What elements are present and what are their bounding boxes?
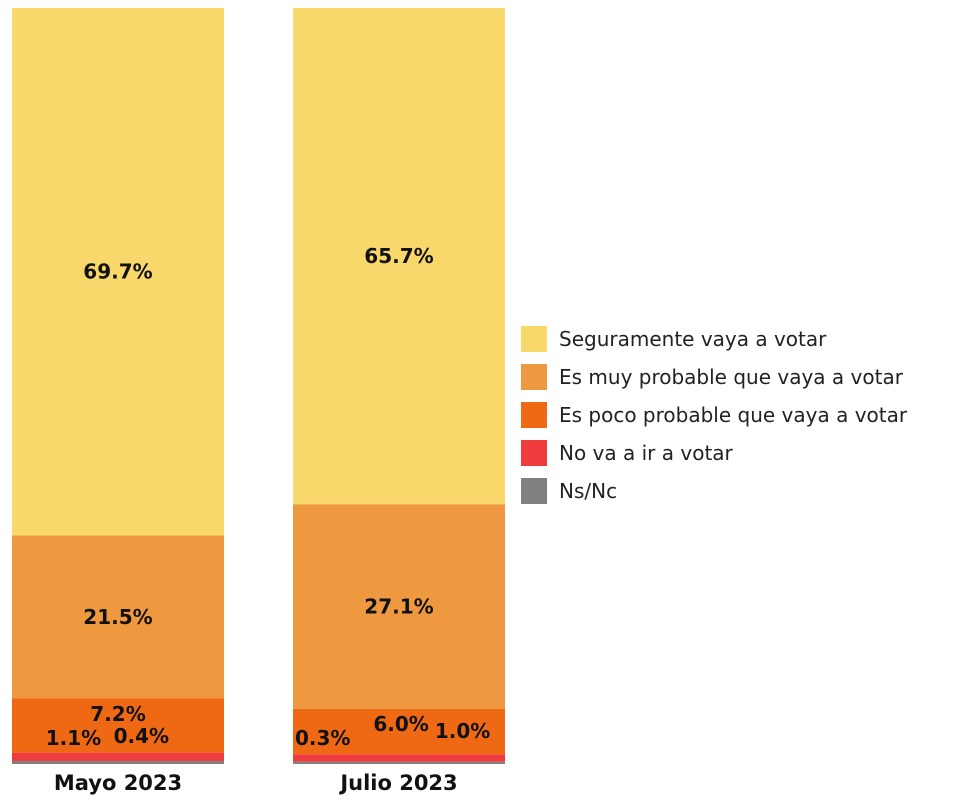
data-label: 1.0% [435, 719, 490, 743]
legend-label: No va a ir a votar [559, 441, 733, 465]
data-label: 69.7% [83, 260, 152, 284]
data-label: 6.0% [373, 712, 428, 736]
data-label: 0.3% [295, 726, 350, 750]
bar-segment [293, 708, 505, 755]
bar-segment [293, 761, 505, 764]
legend-item-seguramente: Seguramente vaya a votar [521, 320, 907, 358]
data-label: 1.1% [46, 726, 101, 750]
bar-stack-1 [293, 8, 505, 764]
data-label: 7.2% [90, 702, 145, 726]
bar-segment [293, 8, 505, 505]
category-label: Julio 2023 [338, 771, 457, 795]
legend-label: Es poco probable que vaya a votar [559, 403, 908, 427]
legend-swatch [521, 440, 547, 466]
legend: Seguramente vaya a votar Es muy probable… [521, 320, 907, 510]
legend-item-muy-probable: Es muy probable que vaya a votar [521, 358, 907, 396]
legend-label: Ns/Nc [559, 479, 618, 503]
bar-segment [12, 8, 224, 536]
bar-segment [293, 754, 505, 762]
legend-swatch [521, 364, 547, 390]
bar-segment [12, 698, 224, 753]
data-label: 27.1% [364, 595, 433, 619]
bar-stack-0 [12, 8, 224, 764]
category-label: Mayo 2023 [54, 771, 182, 795]
data-label: 21.5% [83, 605, 152, 629]
legend-item-ns-nc: Ns/Nc [521, 472, 907, 510]
bar-segment [12, 760, 224, 764]
legend-item-poco-probable: Es poco probable que vaya a votar [521, 396, 907, 434]
bar-segment [12, 752, 224, 761]
legend-label: Seguramente vaya a votar [559, 327, 827, 351]
data-label: 0.4% [114, 724, 169, 748]
legend-item-no-va: No va a ir a votar [521, 434, 907, 472]
data-label: 65.7% [364, 244, 433, 268]
bar-segment [293, 504, 505, 709]
legend-label: Es muy probable que vaya a votar [559, 365, 903, 389]
legend-swatch [521, 478, 547, 504]
legend-swatch [521, 326, 547, 352]
bar-segment [12, 535, 224, 699]
legend-swatch [521, 402, 547, 428]
